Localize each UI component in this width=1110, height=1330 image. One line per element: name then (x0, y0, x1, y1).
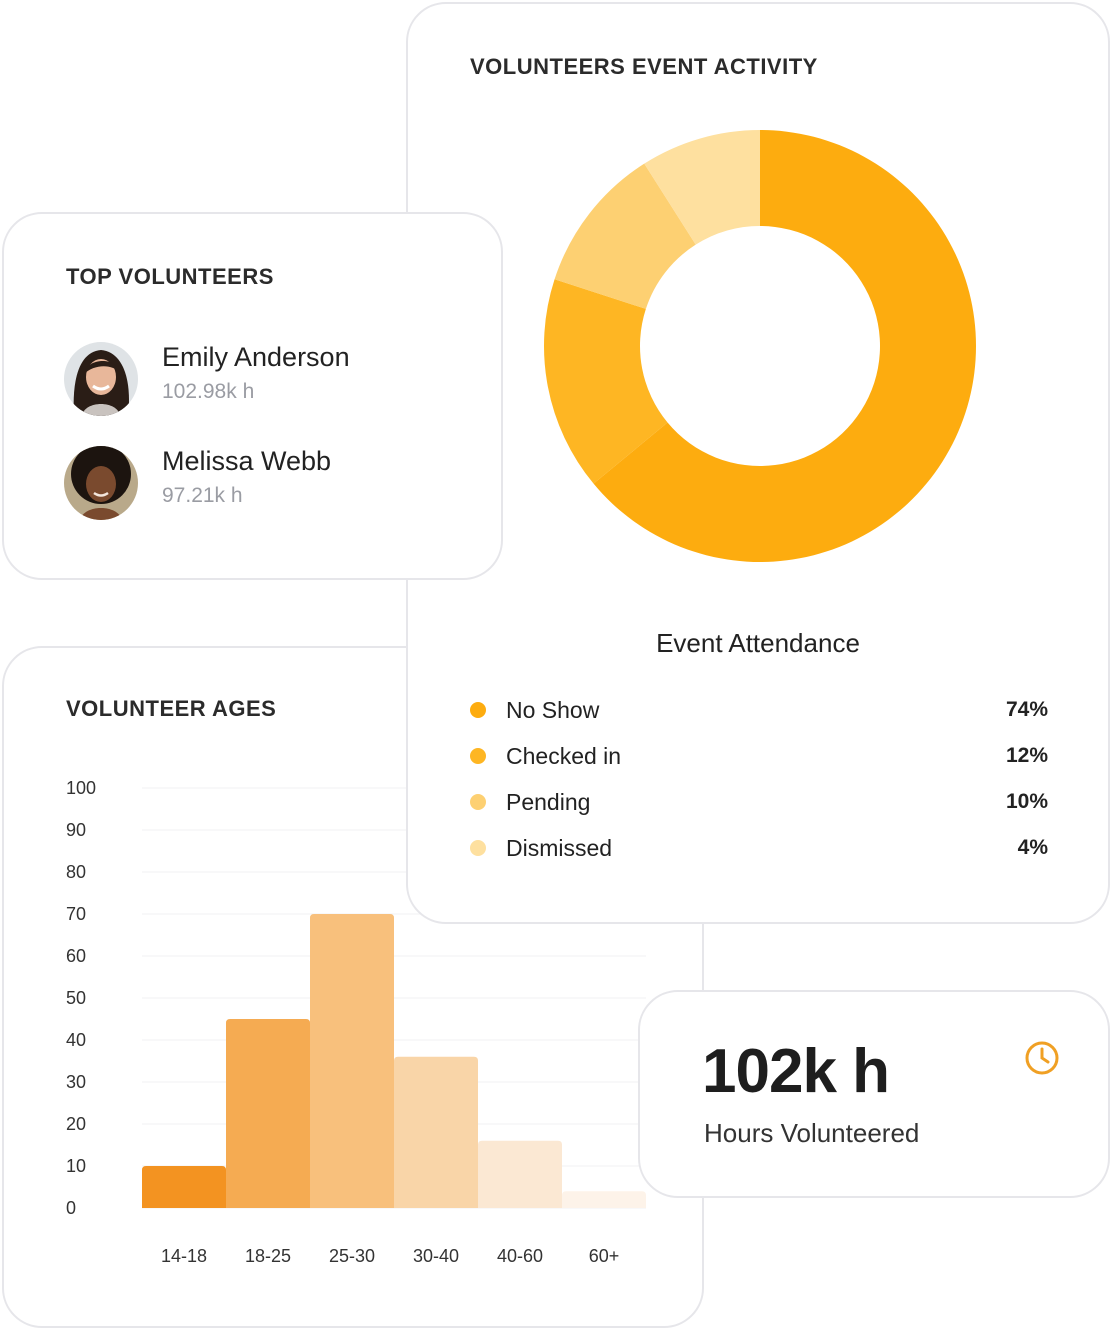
legend-dot-no-show (470, 702, 486, 718)
donut-slice-checked-in (544, 279, 668, 484)
legend-value: 74% (1005, 698, 1048, 721)
legend-value: 12% (1005, 744, 1048, 767)
top-volunteers-title: TOP VOLUNTEERS (66, 264, 274, 289)
y-tick-label: 70 (66, 904, 86, 924)
legend-item-checked-in: Checked in 12% (468, 741, 1048, 771)
volunteer-item[interactable]: Emily Anderson 102.98k h (64, 342, 484, 418)
avatar (64, 342, 138, 416)
y-tick-label: 80 (66, 862, 86, 882)
attendance-subtitle: Event Attendance (656, 628, 860, 658)
bar-18-25 (226, 1019, 310, 1208)
legend-item-dismissed: Dismissed 4% (468, 833, 1048, 863)
top-volunteers-card: TOP VOLUNTEERS Emily Anderson 102.98k h (2, 212, 503, 580)
legend-dot-dismissed (470, 840, 486, 856)
legend-item-no-show: No Show 74% (468, 695, 1048, 725)
volunteer-name: Melissa Webb (162, 446, 332, 476)
legend-label: No Show (506, 697, 600, 723)
legend-label: Pending (506, 789, 591, 815)
hours-label: Hours Volunteered (704, 1118, 920, 1148)
y-tick-label: 90 (66, 820, 86, 840)
legend-item-pending: Pending 10% (468, 787, 1048, 817)
legend-dot-checked-in (470, 748, 486, 764)
volunteer-name: Emily Anderson (162, 342, 350, 372)
volunteer-item[interactable]: Melissa Webb 97.21k h (64, 446, 484, 522)
volunteer-hours: 102.98k h (162, 380, 255, 403)
donut-slice-dismissed (644, 130, 760, 245)
volunteer-ages-title: VOLUNTEER AGES (66, 696, 277, 721)
x-tick-label: 18-25 (245, 1246, 291, 1266)
y-tick-label: 30 (66, 1072, 86, 1092)
y-tick-label: 40 (66, 1030, 86, 1050)
bar-40-60 (478, 1140, 562, 1208)
bar-30-40 (394, 1056, 478, 1208)
y-tick-label: 0 (66, 1198, 76, 1218)
x-tick-label: 14-18 (161, 1246, 207, 1266)
y-tick-label: 100 (66, 778, 96, 798)
event-activity-card: VOLUNTEERS EVENT ACTIVITY Event Attendan… (406, 2, 1110, 924)
hours-volunteered-card: 102k h Hours Volunteered (638, 990, 1110, 1198)
legend-value: 4% (1017, 836, 1048, 859)
y-tick-label: 20 (66, 1114, 86, 1134)
donut-slice-pending (554, 163, 696, 309)
hours-value: 102k h (702, 1037, 890, 1106)
y-tick-label: 10 (66, 1156, 86, 1176)
event-activity-title: VOLUNTEERS EVENT ACTIVITY (470, 54, 818, 79)
y-tick-label: 50 (66, 988, 86, 1008)
volunteer-ages-chart: 0 10 20 30 40 50 60 70 80 90 100 14-18 18-25 25-30 30-… (66, 778, 646, 1266)
x-tick-label: 40-60 (497, 1246, 543, 1266)
volunteer-hours: 97.21k h (162, 484, 243, 507)
attendance-donut-chart (544, 130, 976, 562)
x-tick-label: 30-40 (413, 1246, 459, 1266)
avatar (64, 446, 138, 520)
legend-dot-pending (470, 794, 486, 810)
x-tick-label: 25-30 (329, 1246, 375, 1266)
bar-14-18 (142, 1166, 226, 1208)
y-tick-label: 60 (66, 946, 86, 966)
donut-slice-no-show (593, 130, 976, 562)
legend-value: 10% (1005, 790, 1048, 813)
legend-label: Dismissed (506, 835, 613, 861)
x-tick-label: 60+ (589, 1246, 620, 1266)
legend-label: Checked in (506, 743, 622, 769)
bar-25-30 (310, 914, 394, 1208)
clock-icon (1025, 1041, 1059, 1075)
bar-60+ (562, 1191, 646, 1208)
